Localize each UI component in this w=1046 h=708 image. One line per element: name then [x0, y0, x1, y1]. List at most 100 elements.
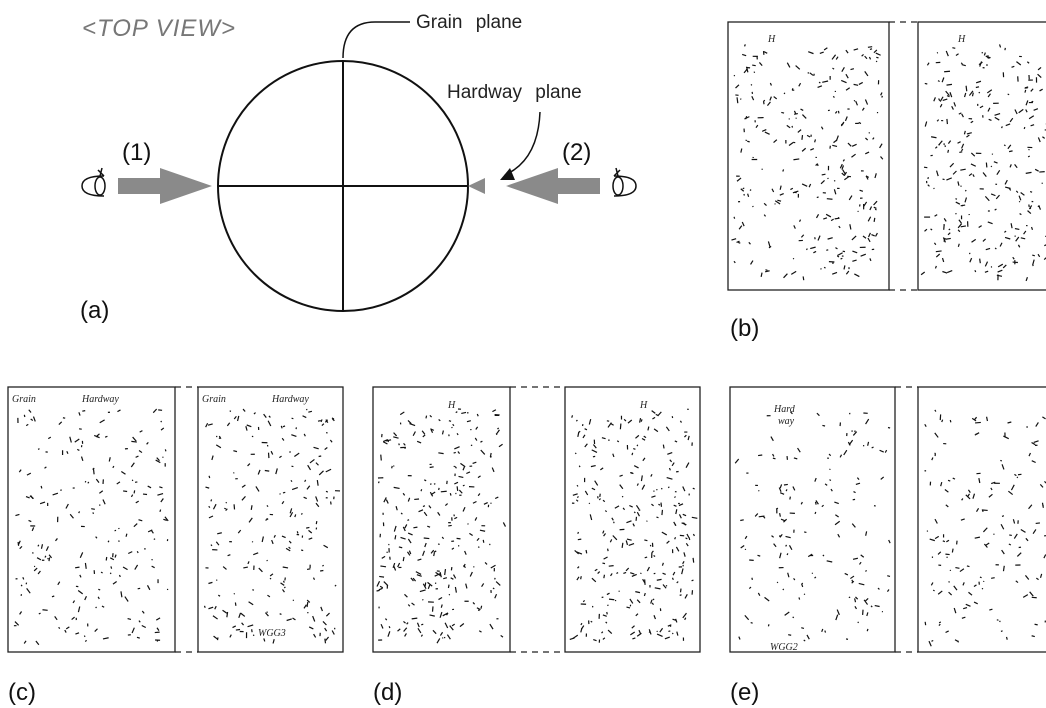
panel-label: (c)	[8, 679, 36, 706]
crack-trace	[307, 569, 310, 570]
crack-trace	[737, 178, 741, 181]
crack-trace	[956, 202, 960, 204]
crack-trace	[636, 505, 639, 509]
crack-trace	[683, 613, 687, 618]
crack-trace	[975, 270, 976, 272]
crack-trace	[839, 226, 840, 228]
crack-trace	[289, 541, 291, 543]
crack-trace	[437, 638, 440, 643]
crack-trace	[833, 96, 834, 97]
crack-trace	[242, 623, 244, 625]
crack-trace	[434, 553, 435, 556]
crack-trace	[301, 550, 303, 551]
crack-trace	[223, 567, 226, 570]
crack-trace	[945, 489, 948, 492]
crack-trace	[858, 622, 859, 623]
crack-trace	[859, 583, 865, 584]
crack-trace	[928, 185, 930, 187]
annotation: H	[639, 400, 648, 411]
crack-trace	[82, 457, 83, 461]
crack-trace	[871, 235, 874, 236]
crack-trace	[591, 621, 592, 622]
section-frame	[728, 22, 889, 290]
crack-trace	[585, 491, 587, 495]
crack-trace	[862, 54, 864, 56]
crack-trace	[38, 545, 39, 547]
crack-trace	[1001, 524, 1004, 529]
annotation: H	[957, 34, 966, 45]
crack-trace	[608, 423, 611, 428]
crack-trace	[282, 589, 284, 592]
crack-trace	[31, 419, 33, 420]
crack-trace	[226, 509, 228, 511]
crack-trace	[482, 583, 484, 586]
crack-trace	[1016, 581, 1018, 583]
crack-trace	[310, 459, 314, 463]
crack-trace	[1021, 192, 1025, 195]
crack-trace	[739, 637, 740, 640]
crack-trace	[396, 506, 397, 510]
crack-trace	[110, 558, 114, 560]
crack-trace	[756, 125, 758, 128]
crack-trace	[403, 493, 405, 495]
annotation: H	[447, 400, 456, 411]
crack-trace	[1038, 137, 1040, 142]
crack-trace	[36, 641, 39, 645]
crack-trace	[745, 615, 749, 619]
crack-trace	[976, 81, 981, 83]
crack-trace	[408, 539, 411, 543]
crack-trace	[243, 567, 248, 568]
crack-trace	[442, 430, 443, 434]
crack-trace	[440, 612, 442, 618]
crack-trace	[1035, 169, 1038, 171]
crack-trace	[983, 528, 987, 532]
crack-trace	[827, 561, 833, 562]
crack-trace	[925, 83, 927, 84]
crack-trace	[1013, 519, 1014, 523]
crack-trace	[53, 493, 58, 495]
crack-trace	[326, 613, 329, 616]
crack-trace	[865, 152, 869, 154]
crack-trace	[497, 428, 498, 429]
crack-trace	[473, 602, 475, 604]
crack-trace	[980, 106, 983, 108]
crack-trace	[475, 438, 477, 441]
crack-trace	[686, 463, 689, 468]
crack-trace	[581, 576, 582, 579]
crack-trace	[809, 184, 811, 187]
crack-trace	[789, 143, 793, 146]
crack-trace	[875, 606, 880, 607]
crack-trace	[971, 164, 976, 166]
crack-trace	[986, 248, 990, 249]
crack-trace	[15, 514, 19, 515]
crack-trace	[949, 581, 950, 582]
crack-trace	[204, 606, 205, 608]
crack-trace	[952, 549, 953, 553]
crack-trace	[268, 421, 271, 426]
crack-trace	[863, 236, 866, 238]
crack-trace	[934, 188, 935, 189]
crack-trace	[948, 480, 950, 481]
crack-trace	[322, 424, 324, 426]
crack-trace	[935, 453, 936, 454]
crack-trace	[974, 602, 978, 604]
crack-trace	[105, 436, 107, 437]
crack-trace	[128, 619, 131, 620]
eye-icon	[82, 168, 105, 196]
crack-trace	[748, 194, 749, 197]
crack-trace	[72, 617, 75, 620]
crack-trace	[837, 253, 842, 256]
crack-trace	[959, 220, 962, 223]
crack-trace	[745, 44, 746, 46]
crack-trace	[280, 614, 282, 615]
crack-trace	[1018, 245, 1019, 248]
crack-trace	[651, 504, 653, 506]
crack-trace	[674, 496, 675, 497]
crack-trace	[1029, 116, 1034, 119]
crack-trace	[583, 435, 585, 438]
crack-trace	[590, 514, 591, 520]
crack-trace	[947, 557, 948, 558]
crack-trace	[470, 572, 472, 577]
crack-trace	[950, 92, 952, 97]
crack-trace	[592, 450, 597, 453]
